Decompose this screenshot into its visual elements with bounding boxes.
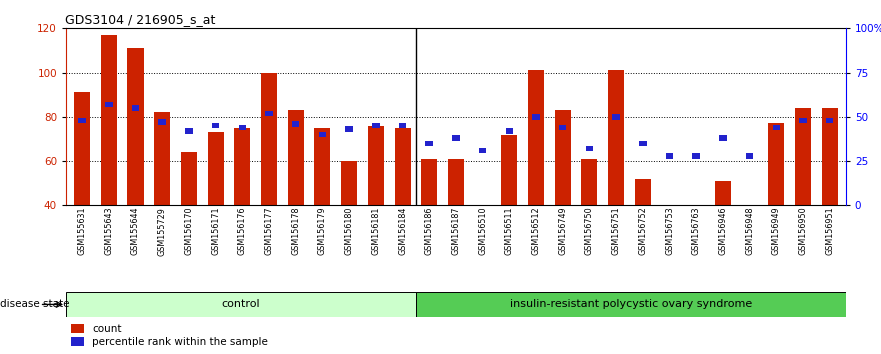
Bar	[452, 135, 460, 141]
Bar	[426, 141, 433, 146]
Bar	[416, 292, 846, 317]
Bar	[639, 141, 647, 146]
Bar	[234, 128, 250, 205]
Bar	[181, 152, 197, 205]
Bar	[555, 110, 571, 205]
Bar	[395, 128, 411, 205]
Bar	[506, 128, 513, 134]
Bar	[448, 159, 464, 205]
Bar	[367, 126, 384, 205]
Bar	[475, 205, 491, 252]
Bar	[74, 92, 90, 205]
Bar	[341, 161, 357, 205]
Bar	[315, 128, 330, 205]
Bar	[608, 70, 624, 205]
Bar	[132, 105, 139, 111]
Bar	[399, 123, 406, 129]
Bar	[78, 118, 85, 123]
Bar	[128, 48, 144, 205]
Bar	[768, 124, 784, 205]
Bar	[265, 110, 273, 116]
Text: GDS3104 / 216905_s_at: GDS3104 / 216905_s_at	[65, 13, 216, 26]
Bar	[746, 153, 753, 159]
Bar	[345, 126, 353, 132]
Bar	[581, 159, 597, 205]
Bar	[719, 135, 727, 141]
Bar	[799, 118, 807, 123]
Bar	[154, 113, 170, 205]
Bar	[292, 121, 300, 127]
Bar	[714, 181, 731, 205]
Bar	[66, 292, 416, 317]
Bar	[288, 110, 304, 205]
Text: insulin-resistant polycystic ovary syndrome: insulin-resistant polycystic ovary syndr…	[510, 299, 752, 309]
Bar	[742, 205, 758, 274]
Bar	[421, 159, 437, 205]
Bar	[826, 118, 833, 123]
Bar	[773, 125, 780, 130]
Bar	[528, 70, 544, 205]
Bar	[105, 102, 113, 107]
Bar	[372, 123, 380, 129]
Bar	[635, 179, 651, 205]
Legend: count, percentile rank within the sample: count, percentile rank within the sample	[71, 324, 268, 347]
Bar	[666, 153, 673, 159]
Bar	[586, 146, 593, 152]
Bar	[261, 73, 277, 205]
Text: disease state: disease state	[0, 299, 70, 309]
Bar	[612, 114, 620, 120]
Bar	[822, 108, 838, 205]
Bar	[795, 108, 811, 205]
Bar	[688, 205, 704, 285]
Bar	[479, 148, 486, 153]
Bar	[532, 114, 540, 120]
Bar	[100, 35, 117, 205]
Bar	[662, 205, 677, 252]
Bar	[159, 119, 166, 125]
Bar	[208, 132, 224, 205]
Text: control: control	[222, 299, 260, 309]
Bar	[559, 125, 566, 130]
Bar	[501, 135, 517, 205]
Bar	[239, 125, 246, 130]
Bar	[211, 123, 219, 129]
Bar	[692, 153, 700, 159]
Bar	[319, 132, 326, 137]
Bar	[185, 128, 193, 134]
